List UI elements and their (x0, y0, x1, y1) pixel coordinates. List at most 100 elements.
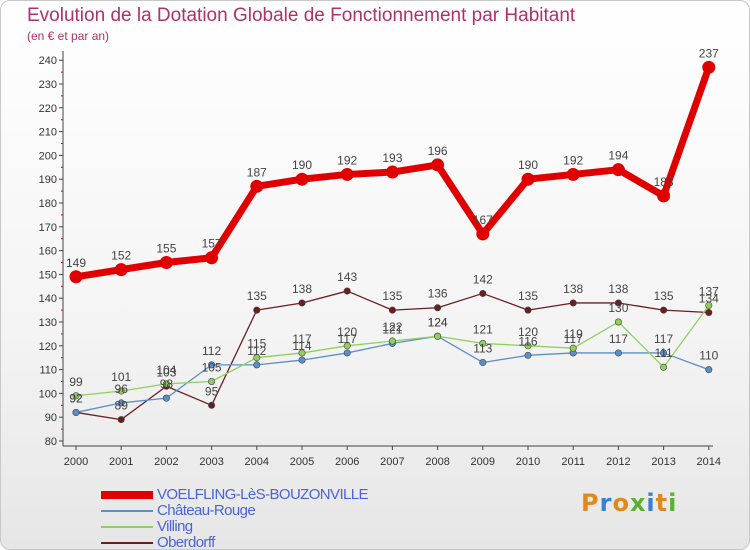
x-tick-label: 2013 (651, 456, 675, 468)
data-point-chateau-rouge (253, 361, 261, 369)
logo-letter-5: t (655, 489, 669, 517)
x-tick-label: 2000 (64, 456, 88, 468)
data-label-chateau-rouge: 113 (473, 341, 492, 355)
data-label-villing: 122 (382, 320, 402, 334)
data-label-chateau-rouge: 117 (654, 332, 673, 346)
data-label-chateau-rouge: 92 (69, 391, 83, 405)
data-label-villing: 105 (202, 361, 222, 375)
data-point-villing (208, 377, 216, 385)
data-point-voelfling (159, 256, 173, 269)
data-point-oberdorff (253, 306, 261, 314)
data-point-oberdorff (343, 287, 351, 295)
data-label-villing: 117 (292, 332, 311, 346)
y-tick-label: 160 (39, 246, 57, 258)
data-point-voelfling (657, 189, 671, 203)
data-label-voelfling: 155 (156, 242, 176, 256)
data-point-voelfling (340, 167, 354, 181)
x-tick-label: 2004 (245, 456, 269, 468)
data-point-chateau-rouge (524, 351, 532, 359)
logo-letter-6: i (668, 489, 678, 517)
data-label-chateau-rouge: 98 (160, 377, 174, 391)
data-label-voelfling: 167 (473, 213, 493, 227)
data-label-oberdorff: 142 (473, 272, 493, 286)
data-point-chateau-rouge (298, 356, 306, 364)
data-point-villing (72, 392, 80, 400)
data-point-voelfling (205, 251, 219, 265)
data-point-voelfling (702, 60, 716, 74)
data-label-voelfling: 157 (202, 237, 222, 251)
data-point-voelfling (566, 167, 580, 181)
data-point-voelfling (476, 227, 490, 241)
logo-letter-1: r (599, 489, 613, 517)
data-point-oberdorff (434, 304, 442, 312)
data-label-chateau-rouge: 96 (115, 382, 129, 396)
y-tick-label: 210 (39, 127, 57, 139)
data-point-oberdorff (479, 289, 487, 297)
y-tick-label: 230 (39, 79, 57, 91)
data-label-chateau-rouge: 117 (609, 332, 628, 346)
data-point-villing (298, 349, 306, 357)
data-label-oberdorff: 135 (518, 289, 538, 303)
x-tick-label: 2001 (109, 456, 133, 468)
data-label-chateau-rouge: 117 (338, 332, 357, 346)
y-tick-label: 200 (39, 150, 57, 162)
data-label-villing: 137 (699, 284, 719, 298)
x-tick-label: 2011 (561, 456, 585, 468)
data-point-villing (343, 342, 351, 350)
data-label-voelfling: 194 (608, 149, 628, 163)
data-label-villing: 111 (654, 346, 673, 360)
x-tick-label: 2005 (290, 456, 314, 468)
legend-swatch-chateau-rouge (101, 510, 153, 512)
data-point-chateau-rouge (614, 349, 622, 357)
y-tick-label: 180 (39, 198, 57, 210)
y-tick-label: 130 (39, 317, 57, 329)
data-label-chateau-rouge: 117 (564, 332, 583, 346)
data-point-oberdorff (388, 306, 396, 314)
data-point-chateau-rouge (705, 366, 713, 374)
data-point-voelfling (521, 172, 535, 186)
data-point-villing (569, 344, 577, 352)
data-point-chateau-rouge (343, 349, 351, 357)
data-point-oberdorff (208, 401, 216, 409)
x-tick-label: 2002 (154, 456, 178, 468)
data-label-oberdorff: 138 (292, 282, 312, 296)
data-label-oberdorff: 103 (156, 365, 176, 379)
y-tick-label: 170 (39, 222, 57, 234)
data-point-oberdorff (117, 416, 125, 424)
legend-label-oberdorff: Oberdorff (157, 534, 215, 550)
proxiti-logo[interactable]: Proxiti (581, 489, 677, 517)
data-point-villing (117, 387, 125, 395)
data-point-oberdorff (705, 308, 713, 316)
data-label-villing: 101 (111, 370, 131, 384)
data-label-chateau-rouge: 112 (247, 344, 266, 358)
logo-letter-3: x (629, 489, 647, 517)
x-tick-label: 2007 (380, 456, 404, 468)
data-label-voelfling: 183 (654, 175, 674, 189)
data-point-voelfling (69, 270, 83, 284)
data-label-chateau-rouge: 110 (699, 349, 718, 363)
data-label-voelfling: 192 (563, 153, 583, 167)
data-point-oberdorff (524, 306, 532, 314)
y-tick-label: 90 (45, 412, 57, 424)
logo-letter-4: i (646, 489, 656, 517)
data-label-chateau-rouge: 116 (518, 334, 537, 348)
data-label-voelfling: 196 (428, 144, 448, 158)
data-label-voelfling: 187 (247, 165, 267, 179)
chart-subtitle: (en € et par an) (27, 29, 110, 43)
legend-swatch-villing (101, 526, 153, 528)
data-point-chateau-rouge (72, 408, 80, 416)
data-label-voelfling: 190 (518, 158, 538, 172)
data-point-oberdorff (569, 299, 577, 307)
y-tick-label: 220 (39, 103, 57, 115)
legend-swatch-voelfling (101, 491, 153, 499)
data-point-villing (524, 342, 532, 350)
x-tick-label: 2008 (425, 456, 449, 468)
x-tick-label: 2010 (516, 456, 540, 468)
data-point-chateau-rouge (117, 399, 125, 407)
y-tick-label: 120 (39, 341, 57, 353)
data-point-villing (479, 339, 487, 347)
data-label-villing: 120 (518, 325, 538, 339)
data-point-villing (705, 301, 713, 309)
data-label-oberdorff: 138 (608, 282, 628, 296)
